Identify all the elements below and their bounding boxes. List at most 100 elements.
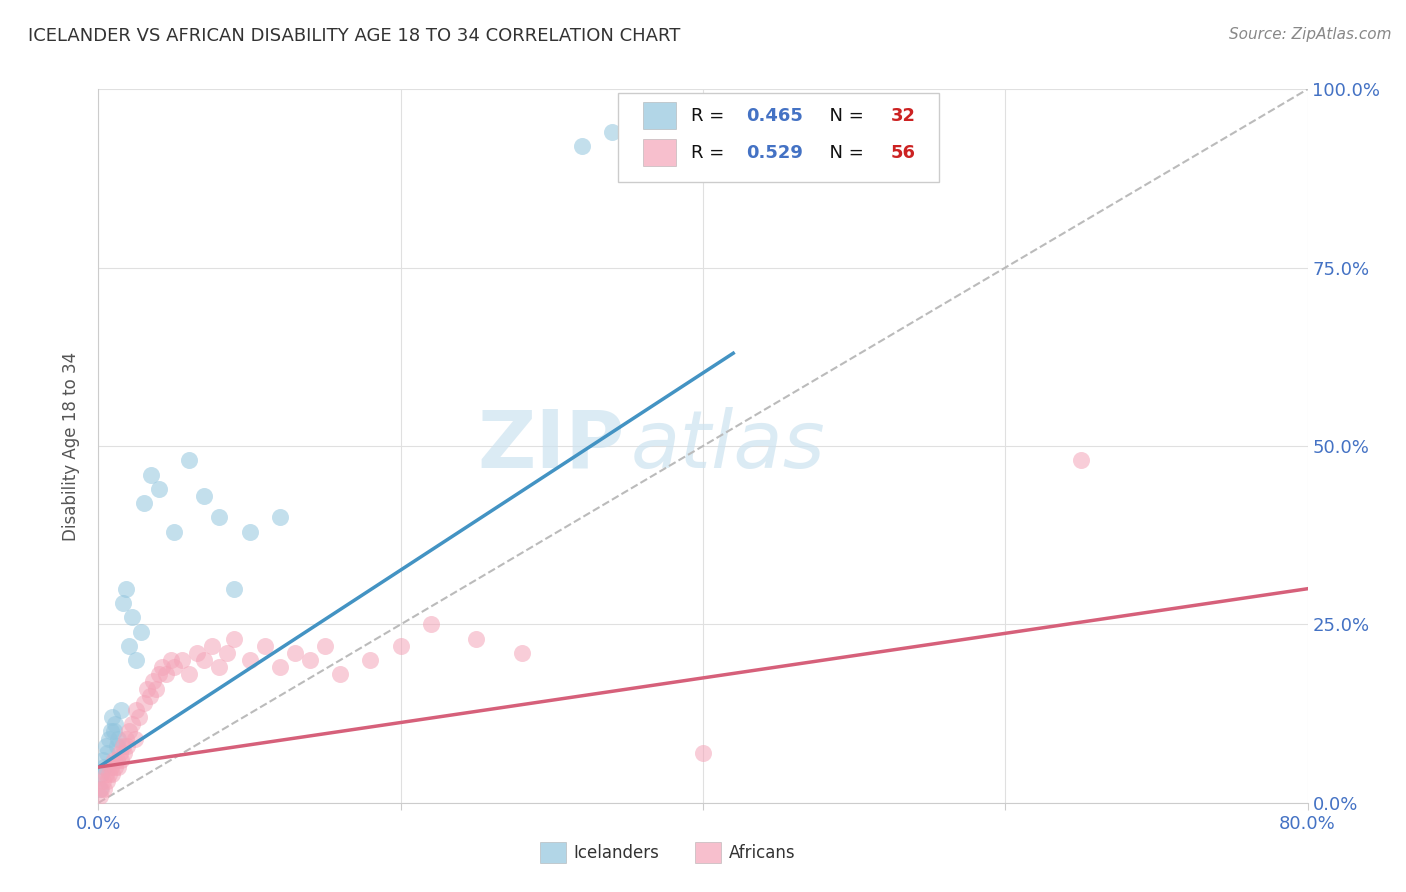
Point (96, 746, 118, 760)
FancyBboxPatch shape (619, 93, 939, 182)
Point (150, 660, 173, 674)
Point (114, 582, 136, 596)
Point (602, 125, 624, 139)
Point (98, 767, 121, 781)
Point (284, 646, 307, 660)
Point (124, 731, 146, 746)
Point (201, 639, 224, 653)
Point (115, 739, 138, 753)
Point (389, 639, 412, 653)
Point (90, 767, 112, 781)
Point (90, 781, 112, 796)
Point (135, 681, 157, 696)
Point (179, 453, 201, 467)
Point (571, 139, 593, 153)
Point (114, 731, 136, 746)
Point (118, 639, 141, 653)
Point (163, 660, 186, 674)
Text: ICELANDER VS AFRICAN DISABILITY AGE 18 TO 34 CORRELATION CHART: ICELANDER VS AFRICAN DISABILITY AGE 18 T… (28, 27, 681, 45)
Point (510, 646, 533, 660)
FancyBboxPatch shape (695, 842, 721, 863)
Point (105, 753, 128, 767)
Point (103, 753, 125, 767)
FancyBboxPatch shape (643, 139, 676, 166)
Point (465, 632, 488, 646)
Point (104, 760, 127, 774)
Point (299, 653, 322, 667)
Point (239, 524, 262, 539)
FancyBboxPatch shape (643, 102, 676, 129)
Point (420, 617, 443, 632)
Point (111, 739, 134, 753)
Point (193, 653, 215, 667)
Text: R =: R = (690, 144, 730, 161)
Point (239, 653, 262, 667)
Point (96, 774, 118, 789)
Point (208, 510, 231, 524)
Point (224, 582, 246, 596)
Point (360, 653, 382, 667)
Text: ZIP: ZIP (477, 407, 624, 485)
Point (139, 689, 162, 703)
Point (93, 781, 115, 796)
Point (91, 774, 114, 789)
Point (101, 767, 124, 781)
Point (163, 524, 186, 539)
Point (141, 467, 163, 482)
Point (170, 653, 193, 667)
Text: N =: N = (818, 107, 869, 125)
Text: 0.529: 0.529 (747, 144, 803, 161)
Point (121, 610, 143, 624)
Point (104, 717, 127, 731)
Text: R =: R = (690, 107, 730, 125)
Point (148, 667, 170, 681)
Point (692, 746, 714, 760)
Text: 32: 32 (890, 107, 915, 125)
Point (132, 696, 155, 710)
Point (93, 760, 115, 774)
Point (269, 510, 291, 524)
FancyBboxPatch shape (540, 842, 567, 863)
Point (125, 653, 148, 667)
Point (89, 781, 111, 796)
Point (108, 746, 131, 760)
Point (98, 731, 121, 746)
Point (118, 724, 141, 739)
Point (100, 724, 122, 739)
Point (107, 760, 129, 774)
Point (208, 660, 231, 674)
Point (132, 496, 155, 510)
Text: 56: 56 (890, 144, 915, 161)
Point (179, 667, 201, 681)
Point (91, 753, 114, 767)
Text: N =: N = (818, 144, 869, 161)
Text: atlas: atlas (630, 407, 825, 485)
Point (142, 674, 165, 689)
Point (215, 646, 238, 660)
Point (1070, 453, 1092, 467)
Point (110, 753, 132, 767)
Point (148, 482, 170, 496)
Point (110, 703, 132, 717)
Text: Icelanders: Icelanders (574, 845, 659, 863)
Point (103, 724, 125, 739)
Text: Source: ZipAtlas.com: Source: ZipAtlas.com (1229, 27, 1392, 42)
Point (186, 646, 208, 660)
Point (160, 653, 183, 667)
Point (94, 739, 117, 753)
Point (101, 710, 124, 724)
Point (100, 760, 122, 774)
Point (121, 717, 143, 731)
Text: 0.465: 0.465 (747, 107, 803, 125)
Point (112, 746, 135, 760)
Point (224, 632, 246, 646)
Point (253, 639, 276, 653)
Point (105, 739, 128, 753)
Point (128, 710, 150, 724)
Point (329, 667, 352, 681)
Point (111, 596, 134, 610)
Point (89, 789, 111, 803)
Y-axis label: Disability Age 18 to 34: Disability Age 18 to 34 (62, 351, 80, 541)
Point (125, 703, 148, 717)
Point (145, 681, 167, 696)
